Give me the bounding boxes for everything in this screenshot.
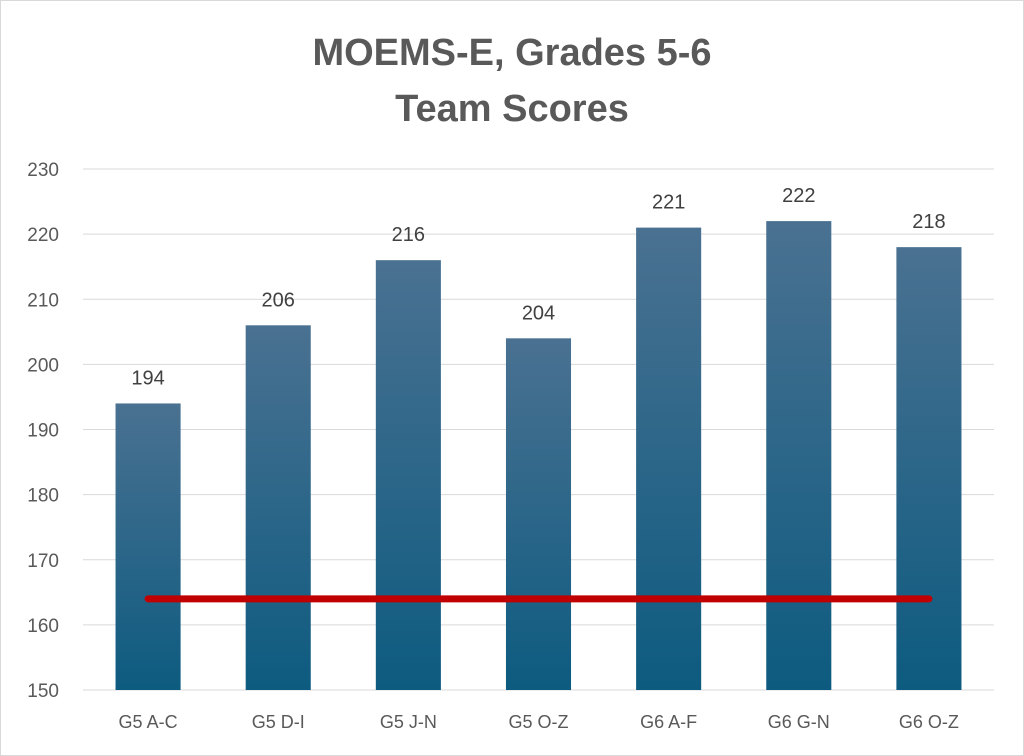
bar-4 (636, 227, 702, 691)
y-axis-ticks: 150 160 170 180 190 200 210 220 230 (27, 160, 59, 702)
y-tick-label-6: 210 (27, 290, 59, 311)
data-label-0: 194 (131, 367, 164, 389)
bar-2 (375, 260, 441, 690)
data-label-3: 204 (522, 302, 555, 324)
data-label-5: 222 (782, 185, 815, 207)
chart-title-line-2: Team Scores (395, 88, 629, 130)
y-tick-label-2: 170 (27, 551, 59, 572)
data-label-4: 221 (652, 192, 685, 214)
y-tick-label-4: 190 (27, 421, 59, 442)
y-tick-label-1: 160 (27, 616, 59, 637)
bar-6 (896, 247, 962, 690)
bar-3 (505, 338, 572, 690)
data-label-2: 216 (392, 224, 425, 246)
x-category-label-2: G5 J-N (380, 712, 437, 732)
bar-0 (115, 403, 181, 690)
x-category-label-5: G6 G-N (768, 712, 830, 732)
data-label-1: 206 (262, 289, 295, 311)
x-axis-categories: G5 A-C G5 D-I G5 J-N G5 O-Z G6 A-F G6 G-N G6 O… (119, 712, 959, 732)
bars (115, 221, 962, 691)
bar-1 (245, 325, 311, 690)
y-tick-label-7: 220 (27, 225, 59, 246)
y-tick-label-8: 230 (27, 160, 59, 181)
y-tick-label-5: 200 (27, 355, 59, 376)
y-tick-label-3: 180 (27, 486, 59, 507)
x-category-label-6: G6 O-Z (899, 712, 959, 732)
y-tick-label-0: 150 (27, 681, 59, 702)
x-category-label-4: G6 A-F (640, 712, 697, 732)
x-category-label-0: G5 A-C (119, 712, 178, 732)
bar-5 (766, 221, 832, 690)
data-label-6: 218 (912, 211, 945, 233)
chart-title-line-1: MOEMS-E, Grades 5-6 (312, 32, 711, 74)
x-category-label-3: G5 O-Z (508, 712, 568, 732)
x-category-label-1: G5 D-I (252, 712, 305, 732)
data-labels: 194 206 216 204 221 222 218 (131, 185, 945, 389)
